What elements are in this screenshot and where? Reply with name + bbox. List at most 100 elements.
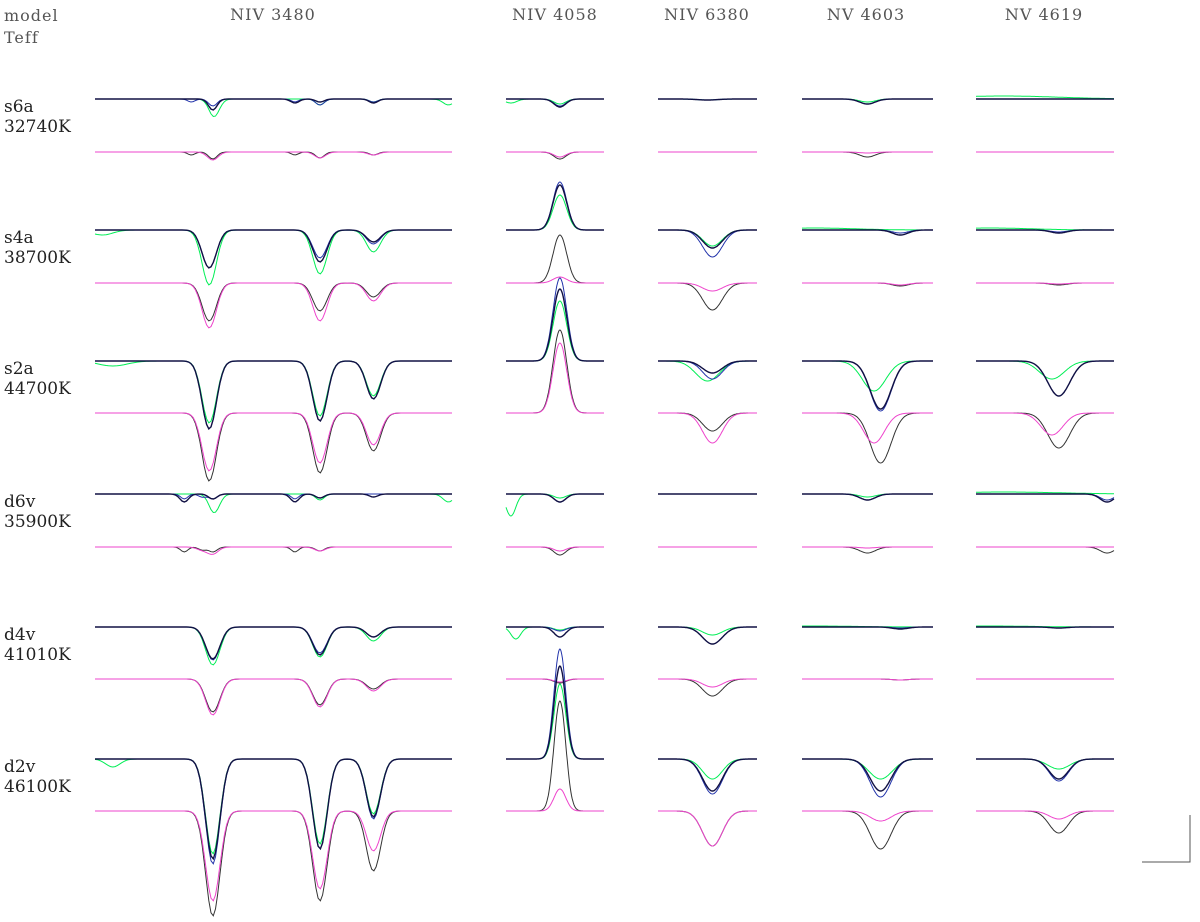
column-header-niv4058: NIV 4058 (512, 5, 598, 24)
series-line-s2a-niv4058-top-dark (506, 288, 604, 362)
series-line-d6v-nv4619-top-green (976, 491, 1114, 495)
series-line-s4a-niv4058-top-dark (506, 184, 604, 231)
series-line-d2v-niv3480-bottom-magenta (95, 810, 452, 902)
series-line-s2a-nv4603-top-green (802, 360, 933, 392)
column-header-niv3480: NIV 3480 (230, 5, 316, 24)
series-line-d2v-nv4603-bottom-magenta (802, 810, 933, 822)
series-line-s4a-niv6380-bottom-magenta (658, 282, 757, 292)
series-line-d4v-niv3480-bottom-gray (95, 678, 452, 713)
series-line-s4a-niv3480-top-dark (95, 229, 452, 269)
series-line-s4a-nv4603-top-dark (802, 229, 933, 236)
series-line-d2v-nv4603-top-blue (802, 758, 933, 798)
model-name: s6a (4, 97, 34, 117)
series-line-s4a-nv4603-bottom-magenta (802, 282, 933, 286)
series-line-s6a-niv6380-top-dark (658, 98, 757, 101)
series-line-s4a-niv6380-top-dark (658, 229, 757, 249)
teff-header-label: Teff (4, 28, 39, 47)
series-line-d4v-niv6380-top-green (658, 626, 757, 636)
series-line-s6a-nv4603-bottom-magenta (802, 151, 933, 154)
model-name: s4a (4, 228, 34, 248)
series-line-s2a-niv4058-bottom-gray (506, 329, 604, 414)
model-label-d2v: d2v 46100K (4, 757, 71, 797)
series-line-s4a-niv4058-top-blue (506, 181, 604, 231)
model-label-d4v: d4v 41010K (4, 625, 71, 665)
series-line-d4v-niv3480-bottom-magenta (95, 678, 452, 716)
series-line-d2v-niv6380-top-green (658, 758, 757, 780)
model-teff: 32740K (4, 117, 71, 137)
series-line-d6v-niv4058-top-green (505, 493, 604, 517)
series-line-s2a-niv6380-top-dark (658, 360, 757, 374)
series-line-s6a-niv4058-top-dark (506, 98, 604, 108)
series-line-s4a-niv6380-top-green (658, 229, 757, 247)
series-line-d6v-niv4058-bottom-magenta (506, 546, 604, 552)
column-header-nv4619: NV 4619 (1004, 5, 1084, 24)
column-header-nv4603: NV 4603 (826, 5, 906, 24)
model-teff: 46100K (4, 777, 71, 797)
series-line-d2v-niv3480-bottom-gray (95, 810, 452, 917)
series-line-d2v-niv6380-bottom-gray (658, 810, 757, 847)
series-line-s4a-nv4619-bottom-magenta (976, 282, 1114, 285)
series-line-d2v-nv4603-bottom-gray (802, 810, 933, 850)
series-line-d2v-nv4603-top-dark (802, 758, 933, 792)
series-line-d2v-niv6380-bottom-magenta (658, 810, 757, 847)
series-line-s2a-nv4619-top-blue (976, 360, 1114, 397)
series-line-s4a-niv3480-top-blue (95, 229, 452, 269)
series-line-s2a-niv3480-top-blue (95, 360, 452, 430)
series-line-s2a-niv4058-bottom-magenta (506, 342, 604, 414)
model-teff: 38700K (4, 248, 71, 268)
series-line-s2a-nv4619-top-dark (976, 360, 1114, 397)
series-line-d6v-nv4619-top-dark (976, 493, 1115, 503)
series-line-s6a-niv3480-top-blue (95, 98, 452, 107)
series-line-d2v-niv6380-top-dark (658, 758, 757, 792)
series-line-s6a-niv3480-top-dark (95, 98, 452, 111)
series-line-s4a-niv6380-bottom-gray (658, 282, 757, 311)
series-line-s2a-niv3480-bottom-gray (95, 412, 452, 482)
series-line-s4a-niv3480-bottom-magenta (95, 282, 452, 329)
series-line-d2v-niv3480-top-dark (95, 758, 452, 861)
series-line-s6a-niv3480-top-green (95, 98, 453, 118)
model-label-s2a: s2a 44700K (4, 359, 71, 399)
series-line-s2a-niv3480-bottom-magenta (95, 412, 452, 472)
scale-bar (1142, 815, 1191, 863)
series-line-s6a-niv3480-bottom-gray (95, 151, 452, 160)
series-line-d4v-nv4603-top-dark (802, 626, 933, 630)
series-line-s2a-niv6380-bottom-magenta (658, 412, 757, 444)
series-line-s4a-nv4619-top-dark (976, 229, 1114, 234)
series-line-d2v-niv3480-top-green (94, 758, 452, 855)
series-line-s2a-niv6380-top-blue (658, 360, 757, 380)
series-line-d4v-niv3480-top-green (95, 626, 452, 666)
model-label-d6v: d6v 35900K (4, 492, 71, 532)
series-line-d6v-niv3480-bottom-magenta (95, 546, 452, 555)
series-line-d2v-niv4058-bottom-magenta (506, 788, 604, 812)
series-line-d4v-niv6380-top-dark (658, 626, 757, 645)
series-line-d2v-nv4619-bottom-magenta (976, 810, 1114, 820)
series-line-d2v-nv4619-top-dark (976, 758, 1114, 780)
series-line-s6a-nv4603-top-dark (802, 98, 933, 105)
series-line-d6v-nv4603-bottom-magenta (802, 546, 933, 549)
column-header-niv6380: NIV 6380 (664, 5, 750, 24)
series-line-s4a-niv3480-top-green (94, 229, 452, 286)
model-teff: 44700K (4, 379, 71, 399)
series-line-s2a-niv3480-top-dark (95, 360, 452, 431)
series-line-d4v-niv6380-bottom-magenta (658, 678, 757, 688)
series-line-d6v-niv3480-bottom-gray (95, 546, 452, 553)
model-name: d6v (4, 492, 36, 512)
series-line-s4a-niv4058-top-green (506, 194, 604, 231)
model-name: d2v (4, 757, 36, 777)
series-line-d6v-niv3480-top-blue (95, 493, 452, 500)
series-line-d6v-niv3480-top-green (95, 493, 453, 514)
series-line-d4v-niv4058-top-dark (506, 626, 604, 638)
model-name: d4v (4, 625, 36, 645)
series-line-d2v-niv4058-top-dark (506, 665, 604, 760)
series-line-s6a-niv4058-top-green (505, 98, 604, 105)
series-line-d4v-nv4619-top-dark (976, 626, 1114, 629)
series-line-s2a-nv4619-bottom-magenta (976, 412, 1114, 436)
series-line-s6a-nv4619-top-green (975, 95, 1114, 100)
model-name: s2a (4, 359, 34, 379)
model-teff: 35900K (4, 512, 71, 532)
column-header-model: model Teff (4, 5, 59, 49)
series-line-s2a-nv4603-bottom-magenta (802, 412, 933, 444)
series-line-s2a-niv6380-bottom-gray (658, 412, 757, 432)
series-line-d4v-niv6380-bottom-gray (658, 678, 757, 697)
